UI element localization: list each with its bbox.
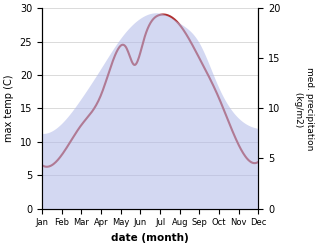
Y-axis label: max temp (C): max temp (C)	[4, 75, 14, 142]
X-axis label: date (month): date (month)	[111, 233, 189, 243]
Y-axis label: med. precipitation
 (kg/m2): med. precipitation (kg/m2)	[294, 67, 314, 150]
